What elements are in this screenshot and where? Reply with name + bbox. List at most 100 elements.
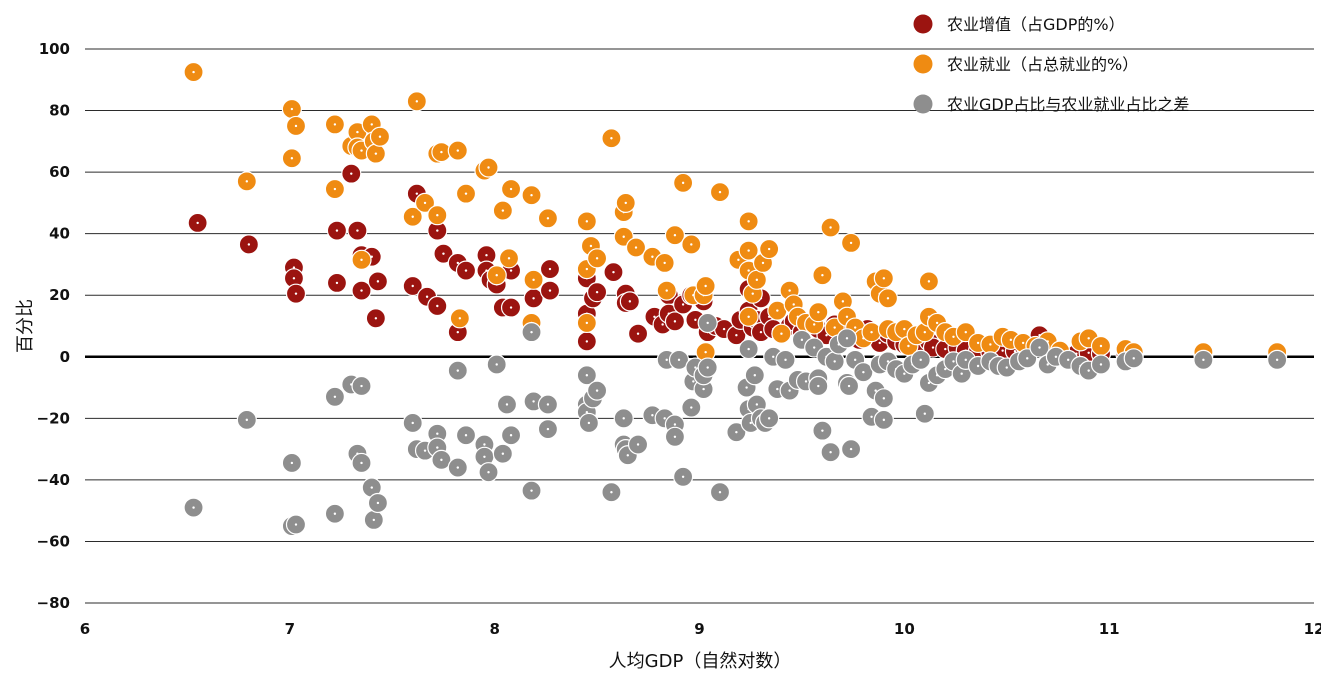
data-point-marker: [1054, 355, 1058, 358]
data-point-marker: [335, 229, 339, 232]
data-point-marker: [360, 461, 363, 465]
data-point-marker: [1099, 363, 1103, 366]
data-point-marker: [751, 292, 754, 295]
data-point-marker: [927, 280, 931, 283]
data-point-marker: [747, 220, 750, 223]
data-point-marker: [737, 258, 740, 262]
data-point-marker: [1001, 349, 1004, 352]
data-point-marker: [436, 432, 439, 435]
data-point-marker: [651, 255, 654, 258]
data-point-marker: [813, 346, 816, 349]
data-point-marker: [735, 430, 738, 434]
data-point-marker: [333, 512, 337, 515]
data-point-marker: [440, 458, 443, 462]
y-tick-label: 80: [49, 102, 70, 120]
data-point-marker: [622, 417, 625, 420]
data-point-marker: [706, 321, 709, 325]
data-point-marker: [436, 446, 439, 449]
data-point-marker: [833, 326, 836, 329]
data-point-marker: [624, 201, 627, 205]
data-point-marker: [759, 330, 763, 334]
data-point-marker: [919, 358, 922, 362]
y-tick-label: −80: [37, 594, 70, 612]
x-tick-label: 8: [489, 620, 499, 638]
data-point-marker: [903, 372, 906, 375]
data-point-marker: [360, 149, 363, 152]
data-point-marker: [436, 304, 439, 308]
data-point-marker: [530, 489, 533, 492]
data-point-marker: [944, 347, 947, 351]
data-point-marker: [333, 123, 337, 126]
data-point-marker: [350, 172, 353, 175]
data-point-marker: [376, 501, 380, 505]
data-point-marker: [849, 241, 853, 245]
data-point-marker: [335, 281, 339, 285]
data-point-marker: [886, 360, 890, 363]
data-point-marker: [610, 137, 613, 140]
data-point-marker: [1202, 358, 1205, 362]
data-point-marker: [294, 292, 298, 295]
data-point-marker: [829, 226, 832, 229]
data-point-marker: [290, 461, 294, 465]
data-point-marker: [501, 209, 505, 212]
data-point-marker: [772, 355, 775, 358]
data-point-marker: [665, 289, 668, 292]
data-point-marker: [585, 220, 589, 223]
data-point-marker: [626, 454, 630, 457]
data-point-marker: [487, 166, 490, 169]
data-point-marker: [1005, 366, 1008, 369]
data-point-marker: [817, 310, 820, 314]
data-point-marker: [681, 303, 685, 306]
data-point-marker: [247, 243, 251, 246]
data-point-marker: [681, 475, 685, 479]
data-point-marker: [595, 290, 599, 294]
data-point-marker: [530, 330, 533, 334]
data-point-marker: [923, 412, 927, 415]
data-point-marker: [636, 332, 640, 335]
data-point-marker: [464, 434, 468, 437]
data-point-marker: [821, 274, 824, 277]
y-tick-label: 20: [49, 286, 70, 304]
data-point-marker: [501, 452, 505, 455]
y-tick-label: 100: [39, 40, 70, 58]
data-point-marker: [907, 344, 910, 348]
data-point-marker: [360, 258, 363, 262]
data-point-marker: [704, 350, 707, 354]
legend-label: 农业GDP占比与农业就业占比之差: [947, 95, 1189, 114]
data-point-marker: [192, 506, 195, 509]
data-point-marker: [853, 326, 857, 329]
data-point-marker: [702, 387, 705, 391]
data-point-marker: [694, 318, 697, 322]
data-point-marker: [952, 335, 955, 338]
data-point-marker: [1038, 346, 1041, 349]
data-point-marker: [370, 123, 373, 126]
data-point-marker: [780, 332, 783, 335]
data-point-marker: [548, 289, 552, 292]
data-point-marker: [767, 247, 771, 251]
data-point-marker: [718, 491, 722, 494]
data-point-marker: [456, 466, 459, 469]
data-point-marker: [882, 418, 886, 422]
data-point-marker: [718, 190, 722, 194]
x-tick-label: 10: [894, 620, 915, 638]
data-point-marker: [747, 315, 750, 318]
data-point-marker: [870, 330, 873, 334]
data-point-marker: [747, 249, 750, 252]
data-point-marker: [960, 372, 963, 375]
data-point-marker: [372, 518, 376, 522]
data-point-marker: [1026, 357, 1029, 360]
data-point-marker: [294, 523, 298, 526]
data-point-marker: [804, 380, 808, 383]
data-point-marker: [862, 370, 865, 374]
data-point-marker: [964, 330, 967, 334]
data-point-marker: [585, 267, 589, 271]
data-point-marker: [653, 315, 656, 318]
data-point-marker: [1009, 338, 1013, 342]
data-point-marker: [692, 380, 695, 383]
data-point-marker: [530, 193, 533, 197]
data-point-marker: [456, 261, 459, 265]
data-point-marker: [1087, 351, 1090, 354]
data-point-marker: [411, 421, 414, 425]
data-point-marker: [483, 455, 486, 459]
data-point-marker: [548, 267, 552, 271]
